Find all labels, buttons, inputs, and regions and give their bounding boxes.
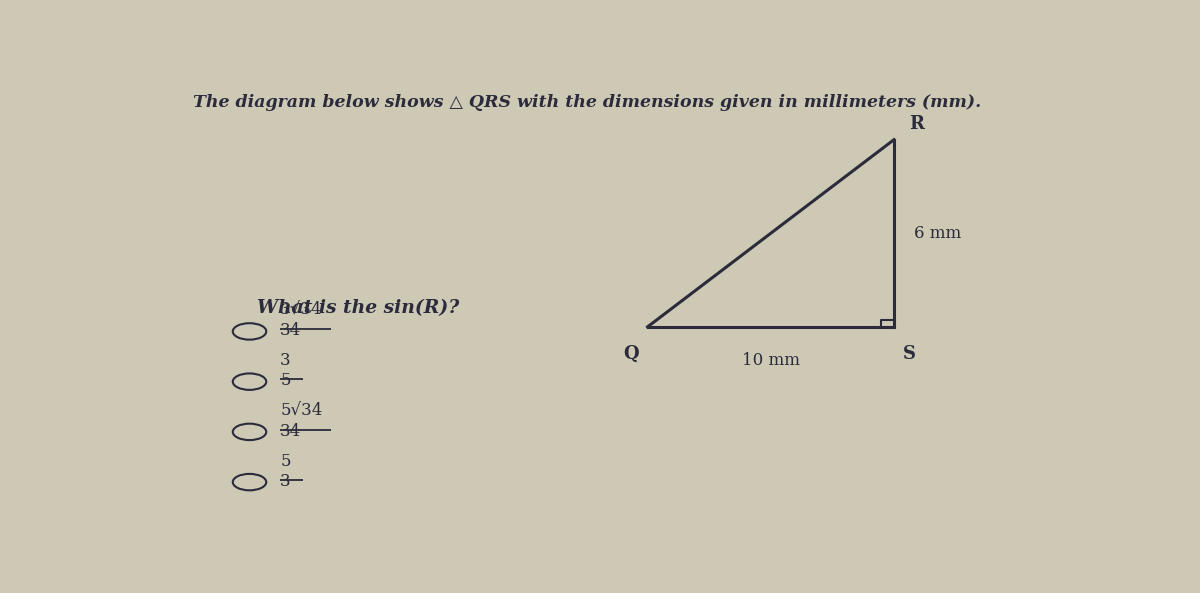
Text: R: R	[908, 115, 924, 133]
Text: S: S	[902, 345, 916, 363]
Text: 6 mm: 6 mm	[914, 225, 961, 242]
Text: 3: 3	[281, 473, 290, 490]
Text: 3√34: 3√34	[281, 302, 323, 319]
Text: Q: Q	[623, 345, 638, 363]
Text: The diagram below shows △ QRS with the dimensions given in millimeters (mm).: The diagram below shows △ QRS with the d…	[193, 94, 982, 111]
Text: What is the sin(R)?: What is the sin(R)?	[257, 299, 460, 317]
Text: 10 mm: 10 mm	[742, 352, 799, 369]
Text: 5√34: 5√34	[281, 403, 323, 420]
Text: 34: 34	[281, 423, 301, 439]
Text: 3: 3	[281, 352, 290, 369]
Text: 34: 34	[281, 322, 301, 339]
Text: 5: 5	[281, 372, 290, 390]
Text: 5: 5	[281, 453, 290, 470]
